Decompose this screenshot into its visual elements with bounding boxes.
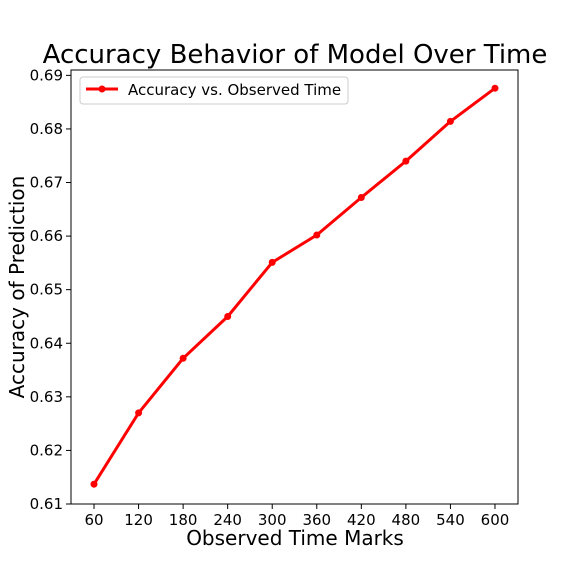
x-tick-label: 480 [392,511,421,529]
x-tick-label: 420 [347,511,376,529]
data-point [357,194,365,201]
data-point [179,354,187,362]
y-tick-label: 0.69 [30,66,63,84]
x-tick-label: 600 [481,511,510,529]
data-point [446,117,454,125]
legend-entry-label: Accuracy vs. Observed Time [128,81,341,99]
x-tick-label: 120 [124,511,153,529]
y-tick-label: 0.62 [30,441,63,459]
y-tick-label: 0.64 [30,334,63,352]
data-point [224,313,232,320]
x-tick-label: 360 [302,511,331,529]
y-axis: 0.61 0.62 0.63 0.64 0.65 0.66 0.67 0.68 0.69 [30,66,71,513]
chart-title: Accuracy Behavior of Model Over Time [43,40,548,70]
y-axis-label: Accuracy of Prediction [5,176,29,399]
legend: Accuracy vs. Observed Time [79,76,349,105]
data-point [402,157,410,165]
y-tick-label: 0.61 [30,495,63,513]
data-point [90,480,98,488]
legend-box [79,76,349,105]
data-point [268,258,276,266]
y-tick-label: 0.65 [30,281,63,299]
x-axis: 60 120 180 240 300 360 420 480 540 600 [84,504,509,529]
data-point [313,231,321,239]
y-tick-label: 0.63 [30,388,63,406]
x-tick-label: 60 [84,511,103,529]
series-line [92,86,496,485]
x-tick-label: 180 [169,511,198,529]
plot-frame [70,69,519,505]
data-point [135,409,143,417]
data-point [491,84,499,92]
x-axis-label: Observed Time Marks [186,526,404,550]
x-tick-label: 240 [213,511,242,529]
x-tick-label: 540 [436,511,465,529]
legend-marker-swatch [98,85,106,93]
y-tick-label: 0.66 [30,227,63,245]
x-tick-label: 300 [258,511,287,529]
y-tick-label: 0.67 [30,174,63,192]
y-tick-label: 0.68 [30,120,63,138]
series-layer [90,84,499,488]
